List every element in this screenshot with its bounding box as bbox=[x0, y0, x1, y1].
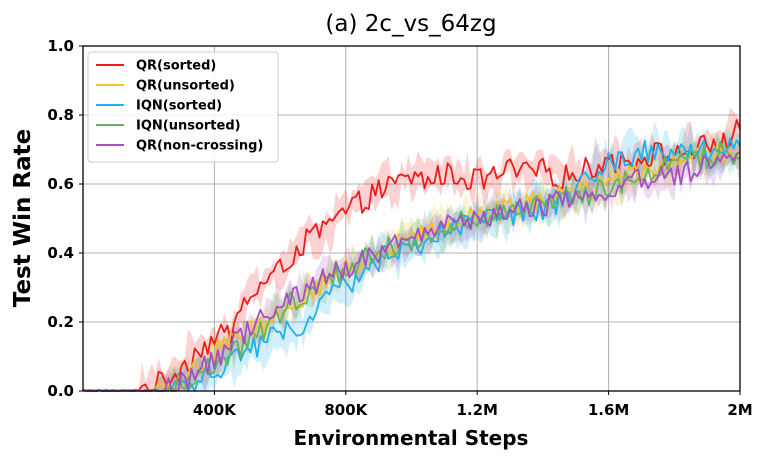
y-tick-label: 0.6 bbox=[47, 175, 74, 193]
line-iqn-unsorted- bbox=[82, 140, 741, 392]
y-tick-label: 1.0 bbox=[47, 37, 74, 55]
legend-label: IQN(sorted) bbox=[136, 99, 222, 114]
line-qr-non-crossing- bbox=[82, 151, 741, 392]
y-tick-label: 0.4 bbox=[47, 244, 74, 262]
x-tick-label: 400K bbox=[193, 401, 237, 419]
legend-box bbox=[87, 51, 279, 163]
y-tick-label: 0.8 bbox=[47, 106, 74, 124]
legend-label: QR(non-crossing) bbox=[136, 139, 263, 154]
chart-title: (a) 2c_vs_64zg bbox=[325, 11, 496, 37]
y-axis-ticks: 0.0 0.2 0.4 0.6 0.8 1.0 bbox=[47, 37, 83, 400]
line-qr-unsorted- bbox=[82, 144, 741, 392]
x-axis-label: Environmental Steps bbox=[294, 426, 529, 450]
y-tick-label: 0.2 bbox=[47, 313, 74, 331]
band-qr-non-crossing- bbox=[83, 140, 740, 391]
x-tick-label: 800K bbox=[324, 401, 368, 419]
x-tick-label: 1.2M bbox=[456, 401, 498, 419]
legend: QR(sorted) QR(unsorted) IQN(sorted) IQN(uns… bbox=[87, 51, 279, 163]
y-axis-label: Test Win Rate bbox=[10, 129, 36, 307]
legend-label: QR(unsorted) bbox=[136, 79, 235, 94]
legend-label: IQN(unsorted) bbox=[136, 119, 241, 134]
x-axis-ticks: 400K 800K 1.2M 1.6M 2M bbox=[193, 391, 753, 419]
x-tick-label: 2M bbox=[727, 401, 752, 419]
legend-label: QR(sorted) bbox=[136, 59, 216, 74]
x-tick-label: 1.6M bbox=[588, 401, 630, 419]
line-qr-sorted- bbox=[82, 119, 741, 392]
y-tick-label: 0.0 bbox=[47, 382, 74, 400]
series-lines bbox=[82, 119, 741, 392]
plot-frame bbox=[82, 45, 741, 392]
